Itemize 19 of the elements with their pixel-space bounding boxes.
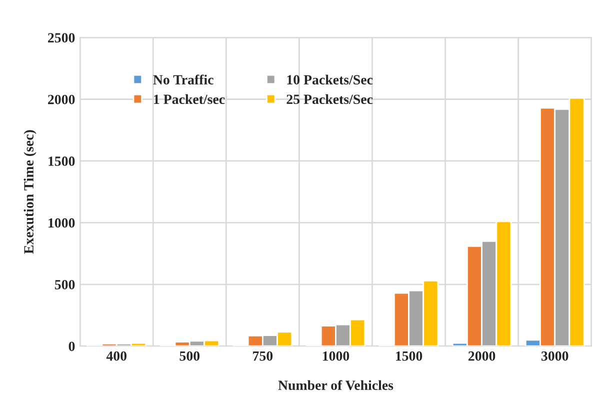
x-tick-label: 1500 [396,351,422,361]
x-tick-label: 1000 [322,351,350,361]
y-tick-label: 0 [68,342,75,352]
legend-label: 1 Packet/sec [154,94,225,104]
legend-label: No Traffic [153,74,214,84]
y-axis-title: Exexution Time (sec) [24,130,36,254]
y-tick-label: 2500 [48,33,75,42]
y-tick-label: 1500 [48,156,75,166]
x-tick-label: 500 [180,351,200,361]
y-tick-label: 500 [54,280,75,290]
x-axis-title: Number of Vehicles [278,380,394,390]
legend-label: 25 Packets/Sec [286,94,373,104]
y-tick-label: 1000 [48,218,75,228]
x-tick-label: 3000 [541,351,568,361]
y-tick-label: 2000 [48,94,75,104]
legend-label: 10 Packets/Sec [287,74,373,84]
x-tick-label: 400 [106,351,126,361]
x-tick-label: 2000 [468,351,496,361]
x-tick-label: 750 [253,351,273,361]
